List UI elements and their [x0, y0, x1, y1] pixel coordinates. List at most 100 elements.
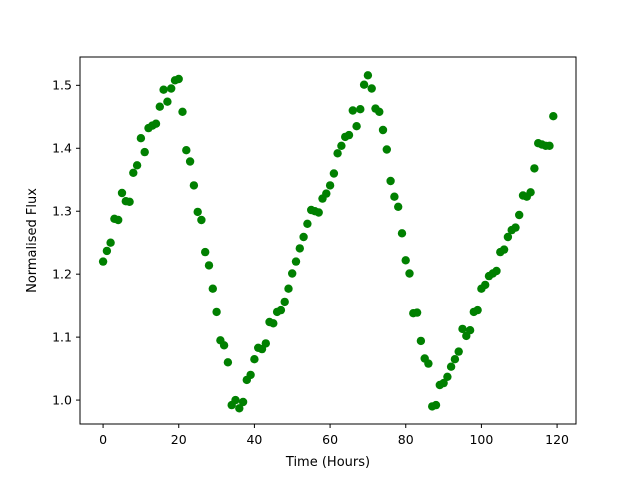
data-point	[322, 189, 331, 198]
data-point	[299, 232, 308, 242]
data-point	[140, 147, 149, 157]
data-point	[125, 197, 134, 206]
data-point	[132, 161, 142, 170]
data-point	[250, 355, 259, 364]
data-point	[526, 188, 535, 197]
data-point	[288, 269, 297, 278]
data-point	[359, 80, 369, 89]
data-point	[114, 215, 123, 225]
data-point	[269, 319, 278, 328]
data-point	[481, 280, 490, 290]
y-tick-label: 1.3	[52, 204, 72, 219]
data-point	[303, 219, 312, 228]
data-point	[284, 284, 293, 293]
data-point	[314, 208, 323, 217]
data-point	[473, 305, 482, 315]
data-point	[549, 112, 558, 121]
data-point	[325, 181, 335, 190]
x-tick-label: 60	[322, 432, 338, 447]
data-point	[291, 257, 301, 266]
data-point	[492, 266, 501, 276]
data-point	[446, 362, 456, 371]
axis-ticks-layer: 0 20 40 60 80 100 120 1.0 1.1 1.2 1.3 1.4 1.5	[52, 78, 569, 447]
y-axis-label: Normalised Flux	[25, 188, 40, 293]
data-point	[382, 145, 391, 154]
x-axis-label: Time (Hours)	[285, 455, 370, 470]
x-tick-label: 120	[545, 432, 569, 447]
data-point	[182, 146, 191, 155]
data-point	[416, 336, 426, 346]
data-point	[163, 97, 172, 106]
data-point	[212, 307, 221, 317]
x-tick-label: 40	[246, 432, 262, 447]
y-tick-label: 1.5	[52, 78, 72, 93]
plot-frame	[79, 56, 577, 425]
data-point	[390, 192, 399, 201]
data-point	[193, 207, 202, 217]
data-point	[439, 378, 448, 388]
y-tick-label: 1.2	[52, 266, 72, 281]
data-point	[219, 341, 229, 350]
data-point	[106, 238, 115, 247]
data-point	[189, 181, 199, 190]
data-point	[450, 355, 460, 364]
data-point	[151, 119, 161, 128]
data-point	[201, 247, 210, 257]
data-point	[503, 232, 513, 242]
data-point	[499, 245, 509, 254]
data-point	[465, 326, 475, 335]
data-point	[412, 308, 422, 317]
data-point	[454, 347, 463, 356]
data-point	[530, 164, 539, 173]
data-point	[329, 169, 339, 178]
data-point	[394, 202, 403, 211]
data-point	[375, 107, 384, 117]
data-point	[261, 339, 270, 348]
data-point	[386, 176, 395, 186]
data-point	[515, 210, 524, 220]
data-point	[367, 84, 376, 93]
data-point	[235, 404, 244, 413]
data-point	[238, 397, 248, 407]
data-point	[295, 244, 304, 253]
data-point	[405, 269, 414, 278]
data-point	[511, 223, 520, 232]
x-tick-label: 80	[398, 432, 414, 447]
data-point	[98, 257, 108, 266]
data-point	[401, 256, 410, 265]
data-point	[378, 125, 388, 135]
data-point	[155, 102, 164, 111]
data-point	[159, 85, 168, 94]
y-tick-label: 1.0	[52, 392, 72, 407]
y-tick-label: 1.1	[52, 329, 72, 344]
data-point	[280, 297, 289, 307]
y-tick-label: 1.4	[52, 141, 72, 156]
data-point	[431, 400, 441, 410]
data-point	[223, 358, 233, 367]
data-point	[443, 372, 452, 381]
data-point	[397, 229, 407, 238]
data-point	[458, 324, 467, 334]
data-point	[178, 107, 187, 117]
data-point	[356, 105, 365, 114]
data-point	[276, 305, 286, 315]
axes-frame-layer	[79, 56, 577, 425]
x-tick-label: 0	[99, 432, 107, 447]
data-point	[117, 188, 127, 198]
data-point	[102, 246, 112, 256]
data-point	[174, 74, 183, 84]
x-tick-label: 100	[469, 432, 493, 447]
data-point	[204, 261, 214, 270]
data-point	[185, 157, 195, 166]
data-point	[424, 359, 433, 368]
data-point	[136, 134, 146, 143]
data-point	[197, 215, 206, 225]
data-point	[337, 141, 346, 150]
data-point	[208, 284, 217, 293]
data-point	[348, 106, 357, 115]
data-point	[363, 71, 373, 80]
data-point	[344, 130, 354, 140]
data-point	[246, 370, 255, 380]
